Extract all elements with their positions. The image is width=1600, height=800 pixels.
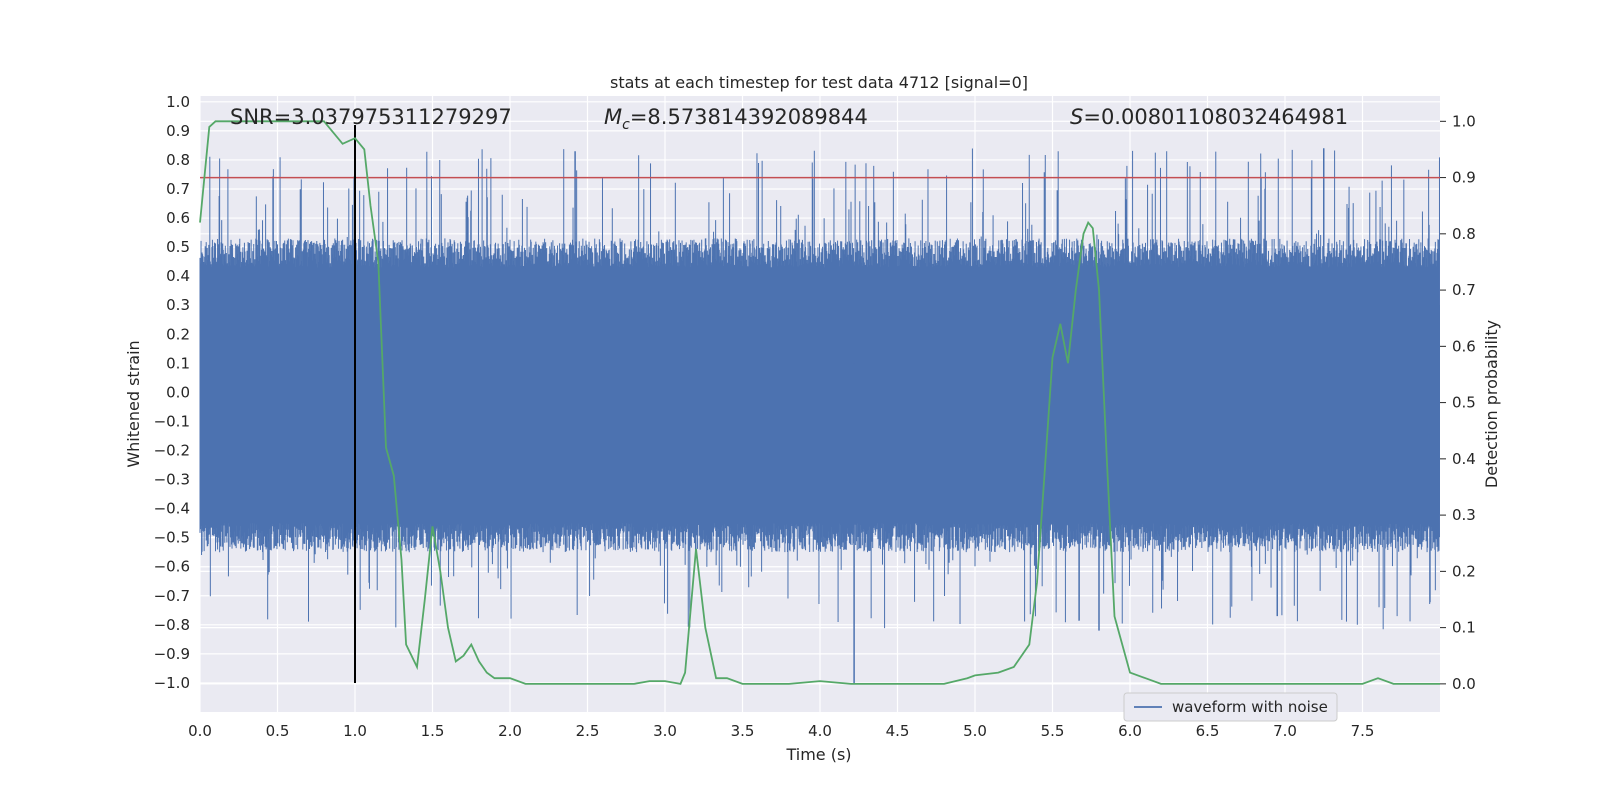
chirp-mass-value: =8.573814392089844 xyxy=(630,105,868,129)
s-annotation: S=0.00801108032464981 xyxy=(1070,105,1348,129)
x-tick-label: 0.0 xyxy=(188,722,212,740)
y-axis-right-label: Detection probability xyxy=(1482,320,1501,488)
x-tick-label: 7.5 xyxy=(1351,722,1375,740)
y-left-tick-label: 1.0 xyxy=(166,93,190,111)
overlay-lines xyxy=(199,120,1440,685)
y-axis-right-ticks: 1.0 0.9 0.8 0.7 0.6 0.5 0.4 0.3 0.2 0.1 0.0 xyxy=(1440,112,1476,693)
x-tick-label: 0.5 xyxy=(266,722,290,740)
y-left-tick-label: −0.4 xyxy=(154,500,190,518)
y-right-tick-label: 0.9 xyxy=(1452,169,1476,187)
x-tick-label: 7.0 xyxy=(1273,722,1297,740)
chirp-mass-subscript: c xyxy=(622,117,630,133)
y-left-tick-label: −0.8 xyxy=(154,616,190,634)
x-tick-label: 3.0 xyxy=(653,722,677,740)
y-left-tick-label: −0.7 xyxy=(154,587,190,605)
y-right-tick-label: 0.8 xyxy=(1452,225,1476,243)
legend-label-waveform: waveform with noise xyxy=(1172,698,1328,716)
x-tick-label: 6.5 xyxy=(1196,722,1220,740)
y-right-tick-label: 0.1 xyxy=(1452,619,1476,637)
x-tick-label: 2.0 xyxy=(498,722,522,740)
y-right-tick-label: 0.6 xyxy=(1452,337,1476,355)
y-right-tick-label: 1.0 xyxy=(1452,112,1476,130)
chart-title: stats at each timestep for test data 471… xyxy=(610,73,1028,92)
x-axis-ticks: 0.0 0.5 1.0 1.5 2.0 2.5 3.0 3.5 4.0 4.5 5.0 5.5 6.0 6… xyxy=(188,722,1374,740)
x-tick-label: 6.0 xyxy=(1118,722,1142,740)
y-left-tick-label: 0.3 xyxy=(166,296,190,314)
y-right-tick-label: 0.2 xyxy=(1452,562,1476,580)
x-tick-label: 4.5 xyxy=(886,722,910,740)
y-left-tick-label: −0.9 xyxy=(154,645,190,663)
y-right-tick-label: 0.7 xyxy=(1452,281,1476,299)
legend-box xyxy=(1123,692,1338,722)
y-left-tick-label: 0.7 xyxy=(166,180,190,198)
y-right-tick-label: 0.5 xyxy=(1452,394,1476,412)
s-value: =0.00801108032464981 xyxy=(1083,105,1348,129)
x-tick-label: 1.5 xyxy=(421,722,445,740)
y-right-tick-label: 0.0 xyxy=(1452,675,1476,693)
snr-annotation: SNR=3.037975311279297 xyxy=(230,105,512,129)
waveform-core-band xyxy=(200,305,1440,515)
y-axis-left-ticks: 1.0 0.9 0.8 0.7 0.6 0.5 0.4 0.3 0.2 0.1 0.0 −0.1 −0.… xyxy=(154,93,190,692)
y-left-tick-label: −1.0 xyxy=(154,674,190,692)
y-right-tick-label: 0.3 xyxy=(1452,506,1476,524)
chirp-mass-annotation: Mc=8.573814392089844 xyxy=(604,105,868,133)
y-left-tick-label: 0.2 xyxy=(166,325,190,343)
x-tick-label: 5.5 xyxy=(1041,722,1065,740)
y-right-tick-label: 0.4 xyxy=(1452,450,1476,468)
y-left-tick-label: −0.2 xyxy=(154,441,190,459)
y-left-tick-label: −0.5 xyxy=(154,529,190,547)
y-axis-left-label: Whitened strain xyxy=(124,340,143,467)
y-left-tick-label: −0.1 xyxy=(154,412,190,430)
chirp-mass-symbol: M xyxy=(604,105,622,129)
x-tick-label: 2.5 xyxy=(576,722,600,740)
detection-probability-line xyxy=(199,120,1440,685)
y-left-tick-label: 0.4 xyxy=(166,267,190,285)
s-symbol: S xyxy=(1070,105,1083,129)
x-axis-label: Time (s) xyxy=(785,745,851,764)
x-tick-label: 1.0 xyxy=(343,722,367,740)
x-tick-label: 4.0 xyxy=(808,722,832,740)
y-left-tick-label: 0.6 xyxy=(166,209,190,227)
legend: waveform with noise xyxy=(1123,692,1338,722)
y-left-tick-label: 0.0 xyxy=(166,383,190,401)
y-left-tick-label: −0.6 xyxy=(154,558,190,576)
y-left-tick-label: −0.3 xyxy=(154,471,190,489)
y-left-tick-label: 0.1 xyxy=(166,354,190,372)
x-tick-label: 3.5 xyxy=(731,722,755,740)
y-left-tick-label: 0.8 xyxy=(166,151,190,169)
x-tick-label: 5.0 xyxy=(963,722,987,740)
y-left-tick-label: 0.9 xyxy=(166,122,190,140)
y-left-tick-label: 0.5 xyxy=(166,238,190,256)
waveform-series xyxy=(199,148,1440,683)
